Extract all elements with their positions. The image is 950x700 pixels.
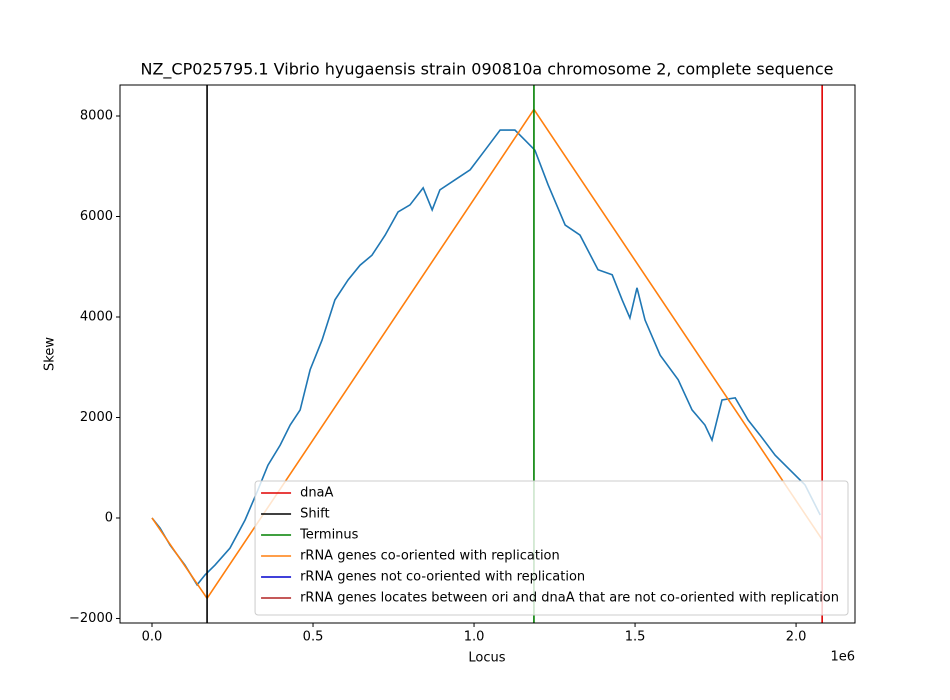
y-tick-label: 4000 xyxy=(80,309,113,324)
legend-box xyxy=(254,480,849,616)
y-tick-label: 8000 xyxy=(80,109,113,124)
legend-label: rRNA genes not co-oriented with replicat… xyxy=(300,570,585,585)
x-axis-label: Locus xyxy=(468,651,505,666)
y-tick-label: 6000 xyxy=(80,209,113,224)
legend-label: rRNA genes locates between ori and dnaA … xyxy=(300,591,839,606)
y-tick-label: −2000 xyxy=(69,611,113,626)
x-offset-label: 1e6 xyxy=(830,650,855,665)
plot-frame xyxy=(119,84,856,624)
x-tick-label: 0.5 xyxy=(303,630,324,645)
x-tick-label: 2.0 xyxy=(786,630,807,645)
x-tick-label: 1.5 xyxy=(625,630,646,645)
legend-label: dnaA xyxy=(300,486,333,501)
x-tick-label: 0.0 xyxy=(142,630,163,645)
chart-title: NZ_CP025795.1 Vibrio hyugaensis strain 0… xyxy=(140,60,833,80)
series-line xyxy=(151,108,823,600)
y-axis-label: Skew xyxy=(43,337,58,371)
y-tick-label: 2000 xyxy=(80,410,113,425)
legend-label: rRNA genes co-oriented with replication xyxy=(300,549,560,564)
legend: dnaA Shift Terminus rRNA genes co-oriented … xyxy=(254,480,849,616)
x-tick-label: 1.0 xyxy=(464,630,485,645)
legend-label: Shift xyxy=(300,507,330,522)
legend-label: Terminus xyxy=(299,528,359,543)
y-tick-label: 0 xyxy=(105,510,113,525)
